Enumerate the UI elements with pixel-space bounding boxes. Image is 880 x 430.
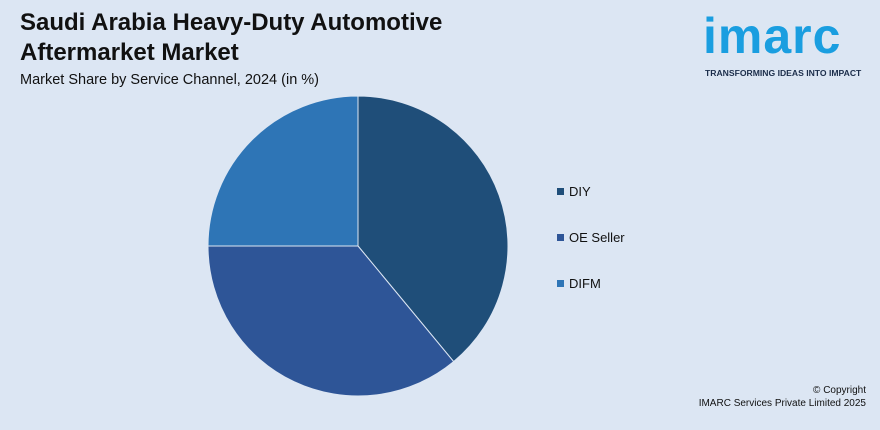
imarc-logo: imarc TRANSFORMING IDEAS INTO IMPACT xyxy=(703,6,873,82)
chart-title: Saudi Arabia Heavy-Duty Automotive After… xyxy=(20,9,443,66)
legend-item-diy: DIY xyxy=(557,180,625,202)
legend: DIY OE Seller DIFM xyxy=(557,180,625,318)
legend-item-difm: DIFM xyxy=(557,272,625,294)
copyright-line-1: © Copyright xyxy=(813,385,866,396)
copyright: © Copyright IMARC Services Private Limit… xyxy=(699,384,866,410)
legend-label-oe-seller: OE Seller xyxy=(569,229,625,245)
legend-swatch-diy xyxy=(557,187,564,195)
legend-label-difm: DIFM xyxy=(569,275,601,291)
logo-wordmark: imarc xyxy=(703,8,842,64)
copyright-line-2: IMARC Services Private Limited 2025 xyxy=(698,398,866,409)
legend-swatch-difm xyxy=(557,279,564,287)
pie-slice-diy xyxy=(357,95,509,363)
legend-label-diy: DIY xyxy=(569,183,591,199)
logo-tagline: TRANSFORMING IDEAS INTO IMPACT xyxy=(705,68,862,78)
pie-slice-oe-seller xyxy=(207,245,455,397)
chart-subtitle: Market Share by Service Channel, 2024 (i… xyxy=(20,72,320,88)
legend-item-oe-seller: OE Seller xyxy=(557,226,625,248)
legend-swatch-oe-seller xyxy=(557,233,564,241)
pie-slice-difm xyxy=(207,95,359,247)
